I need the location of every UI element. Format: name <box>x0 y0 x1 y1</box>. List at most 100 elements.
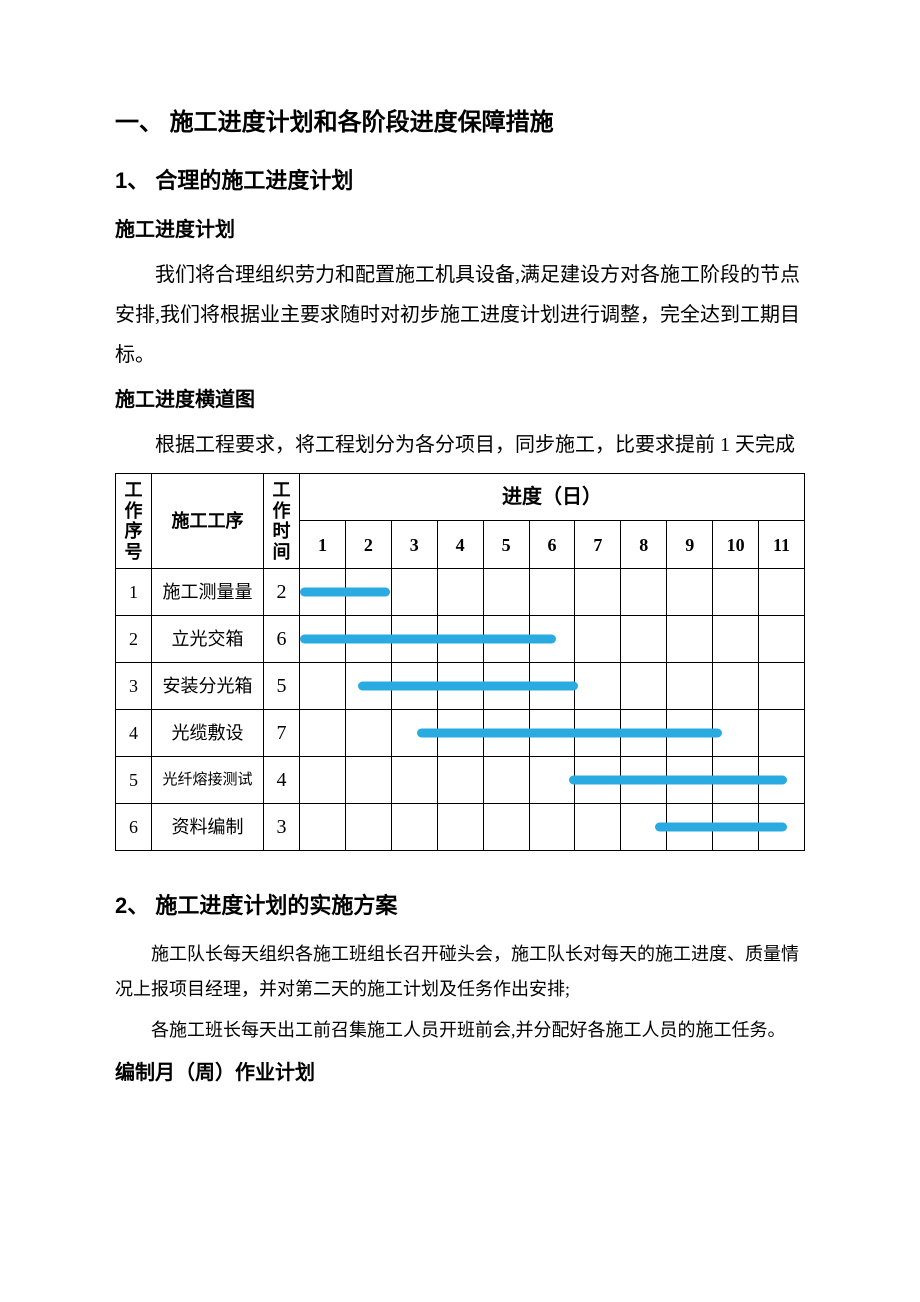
gantt-day-cell <box>391 757 437 804</box>
gantt-day-header: 3 <box>391 521 437 569</box>
gantt-day-cell <box>713 710 759 757</box>
gantt-day-cell <box>667 616 713 663</box>
gantt-day-cell <box>621 616 667 663</box>
gantt-row-seq: 6 <box>116 804 152 851</box>
subheading-plan: 施工进度计划 <box>115 211 805 249</box>
gantt-col-dur: 工作时间 <box>264 474 300 569</box>
gantt-col-dur-label: 工作时间 <box>267 480 296 563</box>
subsection-heading-1-2: 2、 施工进度计划的实施方案 <box>115 885 805 927</box>
gantt-day-cell <box>713 804 759 851</box>
gantt-row: 6资料编制3 <box>116 804 805 851</box>
gantt-day-cell <box>345 616 391 663</box>
paragraph-plan-intro: 我们将合理组织劳力和配置施工机具设备,满足建设方对各施工阶段的节点安排,我们将根… <box>115 255 805 375</box>
gantt-day-cell <box>667 710 713 757</box>
gantt-table: 工作序号 施工工序 工作时间 进度（日） 1234567891011 1施工测量… <box>115 473 805 851</box>
gantt-day-cell <box>529 804 575 851</box>
gantt-day-cell <box>437 710 483 757</box>
gantt-day-cell <box>483 804 529 851</box>
gantt-chart: 工作序号 施工工序 工作时间 进度（日） 1234567891011 1施工测量… <box>115 473 805 851</box>
gantt-day-cell <box>437 663 483 710</box>
gantt-day-header: 2 <box>345 521 391 569</box>
gantt-day-cell <box>575 663 621 710</box>
gantt-day-header: 6 <box>529 521 575 569</box>
gantt-day-cell <box>300 569 346 616</box>
gantt-day-cell <box>667 569 713 616</box>
gantt-day-cell <box>667 663 713 710</box>
gantt-row-seq: 2 <box>116 616 152 663</box>
gantt-row-task: 资料编制 <box>152 804 264 851</box>
gantt-day-cell <box>759 616 805 663</box>
gantt-day-cell <box>759 804 805 851</box>
gantt-row-duration: 2 <box>264 569 300 616</box>
gantt-day-cell <box>529 616 575 663</box>
gantt-row: 1施工测量量2 <box>116 569 805 616</box>
gantt-day-header: 5 <box>483 521 529 569</box>
gantt-day-cell <box>391 804 437 851</box>
gantt-row-task: 施工测量量 <box>152 569 264 616</box>
gantt-day-cell <box>483 710 529 757</box>
gantt-day-cell <box>575 757 621 804</box>
gantt-day-cell <box>345 569 391 616</box>
gantt-day-cell <box>713 757 759 804</box>
gantt-day-cell <box>575 569 621 616</box>
gantt-body: 1施工测量量22立光交箱63安装分光箱54光缆敷设75光纤熔接测试46资料编制3 <box>116 569 805 851</box>
gantt-day-cell <box>529 710 575 757</box>
gantt-row-duration: 7 <box>264 710 300 757</box>
paragraph-impl-1: 施工队长每天组织各施工班组长召开碰头会，施工队长对每天的施工进度、质量情况上报项… <box>115 937 805 1007</box>
gantt-col-seq: 工作序号 <box>116 474 152 569</box>
gantt-day-cell <box>759 710 805 757</box>
gantt-row-task: 光缆敷设 <box>152 710 264 757</box>
gantt-day-cell <box>345 710 391 757</box>
gantt-day-header: 11 <box>759 521 805 569</box>
gantt-day-cell <box>345 663 391 710</box>
gantt-day-header: 4 <box>437 521 483 569</box>
gantt-day-cell <box>483 569 529 616</box>
gantt-day-cell <box>483 663 529 710</box>
paragraph-gantt-intro: 根据工程要求，将工程划分为各分项目，同步施工，比要求提前 1 天完成 <box>115 425 805 465</box>
gantt-row-seq: 1 <box>116 569 152 616</box>
gantt-day-cell <box>713 569 759 616</box>
gantt-row-seq: 5 <box>116 757 152 804</box>
gantt-day-cell <box>759 757 805 804</box>
gantt-day-cell <box>300 757 346 804</box>
gantt-day-cell <box>391 710 437 757</box>
gantt-col-seq-label: 工作序号 <box>119 480 148 563</box>
gantt-row-duration: 5 <box>264 663 300 710</box>
gantt-day-cell <box>621 757 667 804</box>
gantt-day-cell <box>575 616 621 663</box>
gantt-day-cell <box>437 804 483 851</box>
gantt-row-duration: 4 <box>264 757 300 804</box>
gantt-day-cell <box>667 757 713 804</box>
gantt-day-cell <box>529 757 575 804</box>
gantt-day-header: 7 <box>575 521 621 569</box>
gantt-row-seq: 4 <box>116 710 152 757</box>
gantt-row-task: 安装分光箱 <box>152 663 264 710</box>
gantt-day-cell <box>529 663 575 710</box>
gantt-col-progress: 进度（日） <box>300 474 805 521</box>
gantt-day-cell <box>437 569 483 616</box>
subsection-heading-1-1: 1、 合理的施工进度计划 <box>115 160 805 202</box>
gantt-day-cell <box>483 757 529 804</box>
gantt-header: 工作序号 施工工序 工作时间 进度（日） 1234567891011 <box>116 474 805 569</box>
gantt-row-duration: 6 <box>264 616 300 663</box>
gantt-day-header: 8 <box>621 521 667 569</box>
gantt-row: 2立光交箱6 <box>116 616 805 663</box>
gantt-day-cell <box>345 757 391 804</box>
gantt-row-task: 光纤熔接测试 <box>152 757 264 804</box>
gantt-day-cell <box>437 757 483 804</box>
gantt-day-cell <box>300 710 346 757</box>
gantt-day-cell <box>575 710 621 757</box>
gantt-day-cell <box>300 804 346 851</box>
gantt-day-cell <box>713 663 759 710</box>
gantt-day-cell <box>621 804 667 851</box>
gantt-day-cell <box>529 569 575 616</box>
gantt-day-cell <box>345 804 391 851</box>
gantt-row: 5光纤熔接测试4 <box>116 757 805 804</box>
gantt-day-cell <box>759 569 805 616</box>
gantt-day-cell <box>391 663 437 710</box>
gantt-day-cell <box>621 569 667 616</box>
gantt-day-cell <box>391 569 437 616</box>
gantt-row-task: 立光交箱 <box>152 616 264 663</box>
section-heading-1: 一、 施工进度计划和各阶段进度保障措施 <box>115 100 805 146</box>
gantt-row-duration: 3 <box>264 804 300 851</box>
